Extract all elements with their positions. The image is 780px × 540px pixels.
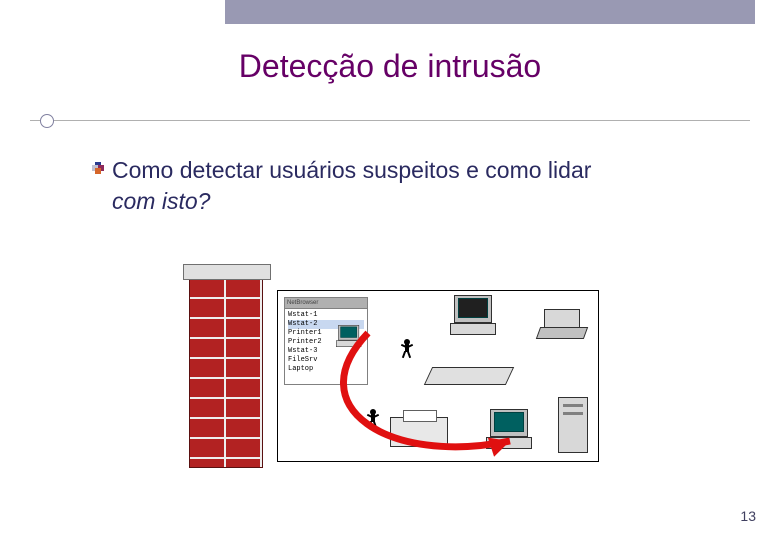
laptop-icon [538,309,584,339]
firewall-icon [187,268,265,468]
page-number: 13 [740,508,756,524]
list-item: Laptop [288,365,364,374]
bullet-icon [92,162,104,174]
workstation-icon [450,295,494,335]
hub-icon [424,367,514,385]
intruder-icon [400,339,414,359]
server-icon [558,397,588,453]
printer-icon [390,417,448,447]
header-band [225,0,755,24]
bullet-line1: Como detectar usuários suspeitos e como … [112,157,591,183]
workstation-icon [486,409,530,449]
network-browser-titlebar: NetBrowser [285,298,367,309]
list-item: Wstat-1 [288,311,364,320]
list-item: Wstat-3 [288,347,364,356]
intruder-icon [366,409,380,429]
slide-title: Detecção de intrusão [0,48,780,85]
bullet-text: Como detectar usuários suspeitos e como … [112,155,692,217]
list-item: FileSrv [288,356,364,365]
bullet-line2: com isto? [112,188,210,214]
workstation-icon [336,325,360,347]
network-panel: NetBrowser Wstat-1Wstat-2Printer1Printer… [277,290,599,462]
divider-line [30,120,750,121]
illustration: NetBrowser Wstat-1Wstat-2Printer1Printer… [187,268,607,478]
divider-node-icon [40,114,54,128]
